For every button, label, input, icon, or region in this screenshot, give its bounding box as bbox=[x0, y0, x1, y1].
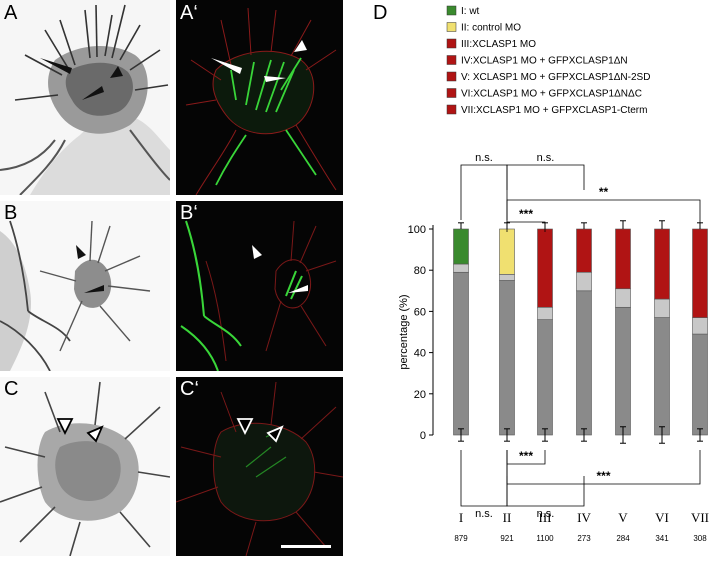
y-tick-label: 20 bbox=[414, 389, 426, 401]
sig-label-top-1: n.s. bbox=[537, 152, 555, 164]
n-value-I: 879 bbox=[454, 534, 468, 543]
legend-swatch-VII bbox=[446, 104, 457, 115]
bar-segment-II-1 bbox=[499, 274, 515, 281]
sig-bracket-top-0 bbox=[460, 164, 508, 220]
legend-label-V: V: XCLASP1 MO + GFPXCLASP1ΔN-2SD bbox=[461, 72, 650, 83]
n-value-VI: 341 bbox=[655, 534, 669, 543]
sig-label-bottom-0: *** bbox=[519, 449, 533, 463]
legend-swatch-I bbox=[446, 5, 457, 16]
bar-segment-VI-1 bbox=[654, 298, 670, 318]
n-value-IV: 273 bbox=[577, 534, 591, 543]
sig-bracket-top-1 bbox=[506, 164, 585, 190]
legend-label-I: I: wt bbox=[461, 6, 480, 17]
panel-a-prime-label: A‘ bbox=[180, 2, 198, 24]
sig-label-bottom-1: *** bbox=[596, 469, 610, 483]
bar-segment-V-2 bbox=[615, 228, 631, 290]
sig-label-bottom-2: n.s. bbox=[475, 508, 493, 520]
legend-label-III: III:XCLASP1 MO bbox=[461, 39, 536, 50]
bar-segment-VII-1 bbox=[692, 317, 708, 335]
sig-label-top-3: *** bbox=[519, 207, 533, 221]
bar-segment-IV-1 bbox=[576, 271, 592, 292]
bar-segment-IV-0 bbox=[576, 290, 592, 436]
n-value-VII: 308 bbox=[693, 534, 707, 543]
bar-segment-II-2 bbox=[499, 228, 515, 275]
bar-segment-V-0 bbox=[615, 306, 631, 436]
bar-segment-VI-0 bbox=[654, 317, 670, 436]
y-tick-label: 80 bbox=[414, 265, 426, 277]
category-label-V: V bbox=[618, 510, 628, 525]
chart-svg: I: wt II: control MO III:XCLASP1 MO IV:XCLA… bbox=[398, 5, 709, 543]
category-label-IV: IV bbox=[577, 510, 591, 525]
panel-c-label: C bbox=[4, 378, 19, 400]
bar-segment-III-0 bbox=[537, 319, 553, 436]
category-label-II: II bbox=[503, 510, 512, 525]
sig-bracket-top-2 bbox=[506, 199, 701, 225]
bar-segment-I-0 bbox=[453, 271, 469, 436]
bar-segment-III-1 bbox=[537, 306, 553, 320]
sig-label-bottom-3: n.s. bbox=[537, 508, 555, 520]
panel-d-chart: D I: wt II: control MO III:XCLASP1 MO IV:XC… bbox=[365, 0, 712, 556]
n-value-V: 284 bbox=[616, 534, 630, 543]
panel-c-prime-image bbox=[176, 377, 343, 556]
bar-segment-VII-0 bbox=[692, 333, 708, 436]
bar-segment-III-2 bbox=[537, 228, 553, 308]
scale-bar bbox=[281, 545, 331, 548]
legend-label-IV: IV:XCLASP1 MO + GFPXCLASP1ΔN bbox=[461, 56, 628, 67]
panel-b-prime-image bbox=[176, 201, 343, 371]
panel-b-label: B bbox=[4, 202, 18, 224]
bar-segment-I-2 bbox=[453, 228, 469, 265]
bar-segment-VI-2 bbox=[654, 228, 670, 300]
panel-d-label: D bbox=[373, 2, 388, 24]
y-tick-label: 100 bbox=[408, 224, 426, 236]
panel-b-image bbox=[0, 201, 170, 371]
category-label-III: III bbox=[539, 510, 552, 525]
panel-a-image bbox=[0, 0, 170, 195]
legend-swatch-V bbox=[446, 71, 457, 82]
sig-bracket-top-3 bbox=[506, 221, 546, 232]
category-label-I: I bbox=[459, 510, 463, 525]
y-tick-label: 40 bbox=[414, 348, 426, 360]
category-label-VI: VI bbox=[655, 510, 669, 525]
sig-label-top-0: n.s. bbox=[475, 152, 493, 164]
legend-label-II: II: control MO bbox=[461, 23, 521, 34]
panel-b-prime-label: B‘ bbox=[180, 202, 198, 224]
legend-swatch-II bbox=[446, 22, 457, 32]
panel-a-label: A bbox=[4, 2, 18, 24]
panel-c-image bbox=[0, 377, 170, 556]
sig-bracket-bottom-3 bbox=[506, 476, 585, 507]
sig-label-top-2: ** bbox=[599, 185, 609, 199]
bar-segment-IV-2 bbox=[576, 228, 592, 273]
legend-swatch-VI bbox=[446, 88, 457, 98]
legend-label-VI: VI:XCLASP1 MO + GFPXCLASP1ΔNΔC bbox=[461, 89, 642, 100]
n-value-III: 1100 bbox=[536, 534, 554, 543]
bar-segment-I-1 bbox=[453, 263, 469, 273]
bar-segment-VII-2 bbox=[692, 228, 708, 318]
category-label-VII: VII bbox=[691, 510, 709, 525]
y-axis-label: percentage (%) bbox=[398, 294, 410, 369]
bar-segment-V-1 bbox=[615, 288, 631, 308]
legend-swatch-IV bbox=[446, 55, 457, 65]
legend-label-VII: VII:XCLASP1 MO + GFPXCLASP1-Cterm bbox=[461, 105, 647, 116]
legend-swatch-III bbox=[446, 38, 457, 49]
y-tick-label: 0 bbox=[420, 430, 426, 442]
panel-c-prime-label: C‘ bbox=[180, 378, 199, 400]
sig-bracket-bottom-2 bbox=[460, 450, 508, 507]
y-tick-label: 60 bbox=[414, 306, 426, 318]
bar-segment-II-0 bbox=[499, 280, 515, 436]
panel-a-prime-image bbox=[176, 0, 343, 195]
n-value-II: 921 bbox=[500, 534, 514, 543]
